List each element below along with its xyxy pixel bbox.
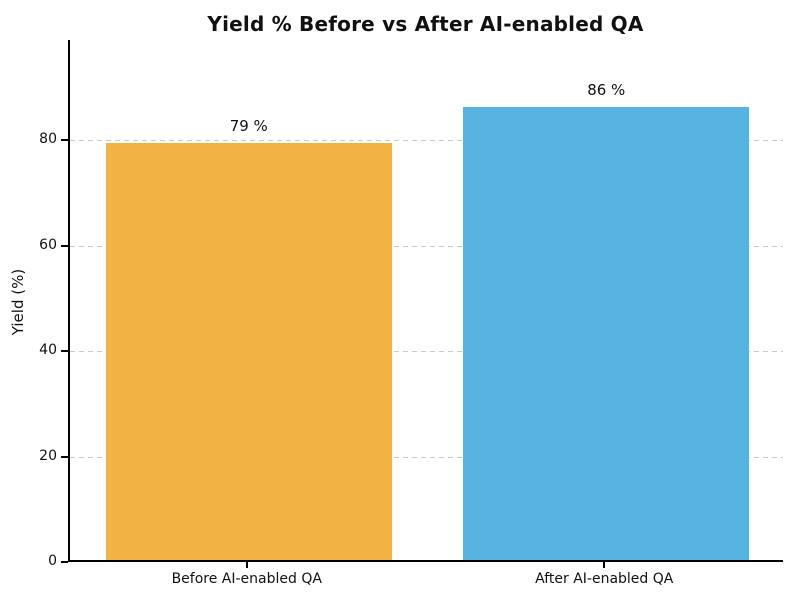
bar-after-ai-enabled-qa (463, 106, 750, 560)
x-tick-label-after-ai-enabled-qa: After AI-enabled QA (535, 571, 674, 587)
chart-title: Yield % Before vs After AI-enabled QA (207, 12, 644, 36)
bar-value-label-before-ai-enabled-qa: 79 % (229, 117, 268, 136)
y-tick-mark-40 (61, 350, 68, 353)
x-tick-mark-before-ai-enabled-qa (245, 562, 248, 568)
bar-before-ai-enabled-qa (105, 143, 392, 560)
bar-value-label-after-ai-enabled-qa: 86 % (587, 80, 626, 99)
y-tick-label-80: 80 (39, 131, 57, 148)
gridline-y-40 (70, 351, 783, 353)
y-tick-mark-0 (61, 561, 68, 563)
y-tick-label-40: 40 (39, 342, 57, 359)
y-tick-label-0: 0 (48, 553, 57, 569)
y-tick-mark-60 (61, 244, 68, 247)
y-tick-label-60: 60 (39, 236, 57, 253)
y-tick-label-20: 20 (39, 447, 57, 464)
x-tick-mark-after-ai-enabled-qa (603, 562, 606, 568)
gridline-y-20 (70, 456, 783, 458)
y-tick-mark-80 (61, 139, 68, 142)
plot-area: 79 % 86 % (68, 40, 783, 562)
y-tick-mark-20 (61, 455, 68, 458)
y-axis-label: Yield (%) (9, 268, 27, 336)
gridline-y-60 (70, 245, 783, 247)
gridline-y-80 (70, 140, 783, 142)
x-tick-label-before-ai-enabled-qa: Before AI-enabled QA (171, 571, 322, 587)
